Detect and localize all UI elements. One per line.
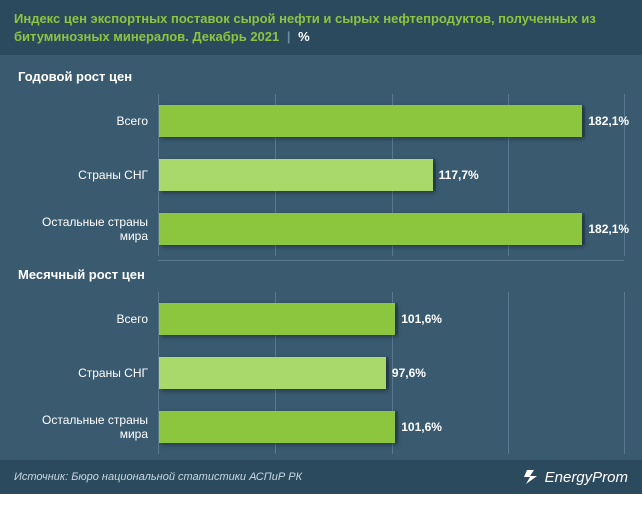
bar: [159, 411, 395, 443]
category-label: Страны СНГ: [18, 168, 158, 182]
bar-zone: 101,6%: [158, 400, 624, 454]
gridline: [624, 148, 625, 202]
bar: [159, 357, 386, 389]
bar-zone: 101,6%: [158, 292, 624, 346]
category-label: Всего: [18, 114, 158, 128]
gridline: [624, 346, 625, 400]
bar-row: Всего182,1%: [18, 94, 624, 148]
chart-container: Индекс цен экспортных поставок сырой неф…: [0, 0, 642, 516]
category-label: Остальные страны мира: [18, 215, 158, 243]
value-label: 97,6%: [392, 366, 426, 380]
gridline: [508, 400, 509, 454]
gridline: [508, 346, 509, 400]
gridline: [624, 292, 625, 346]
section-title: Месячный рост цен: [18, 267, 624, 282]
bolt-icon: [524, 470, 542, 484]
bar-row: Остальные страны мира182,1%: [18, 202, 624, 256]
bar: [159, 303, 395, 335]
bar-row: Страны СНГ 97,6%: [18, 346, 624, 400]
section-title: Годовой рост цен: [18, 69, 624, 84]
category-label: Страны СНГ: [18, 366, 158, 380]
bar-row: Остальные страны мира 101,6%: [18, 400, 624, 454]
value-label: 101,6%: [401, 420, 442, 434]
value-label: 117,7%: [439, 168, 479, 182]
unit-separator: |: [283, 29, 295, 44]
value-label: 182,1%: [588, 114, 629, 128]
section-divider: [158, 260, 624, 261]
bar: [159, 105, 582, 137]
bar: [159, 159, 433, 191]
bar-zone: 117,7%: [158, 148, 624, 202]
gridline: [508, 292, 509, 346]
brand-logo: EnergyProm: [524, 469, 628, 486]
bar-row: Страны СНГ 117,7%: [18, 148, 624, 202]
bar: [159, 213, 582, 245]
value-label: 182,1%: [588, 222, 629, 236]
bar-zone: 97,6%: [158, 346, 624, 400]
value-label: 101,6%: [401, 312, 442, 326]
gridline: [624, 400, 625, 454]
gridline: [508, 148, 509, 202]
bar-zone: 182,1%: [158, 94, 624, 148]
source-text: Источник: Бюро национальной статистики А…: [14, 471, 302, 483]
chart-unit: %: [298, 29, 310, 44]
category-label: Остальные страны мира: [18, 413, 158, 441]
plot-area: Годовой рост ценВсего182,1%Страны СНГ117…: [0, 55, 642, 460]
bar-zone: 182,1%: [158, 202, 624, 256]
chart-footer: Источник: Бюро национальной статистики А…: [0, 460, 642, 494]
category-label: Всего: [18, 312, 158, 326]
logo-part-2: Prom: [592, 469, 628, 486]
logo-part-1: Energy: [545, 469, 593, 486]
bar-row: Всего 101,6%: [18, 292, 624, 346]
chart-header: Индекс цен экспортных поставок сырой неф…: [0, 0, 642, 55]
